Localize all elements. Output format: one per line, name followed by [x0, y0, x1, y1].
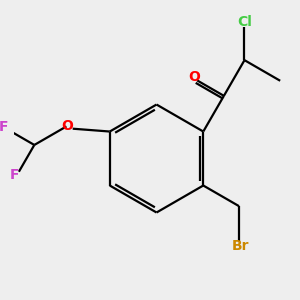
Text: O: O — [61, 119, 74, 134]
Text: O: O — [188, 70, 200, 84]
Text: Br: Br — [232, 239, 249, 253]
Text: F: F — [10, 168, 20, 182]
Text: F: F — [0, 120, 8, 134]
Text: Cl: Cl — [238, 15, 253, 29]
